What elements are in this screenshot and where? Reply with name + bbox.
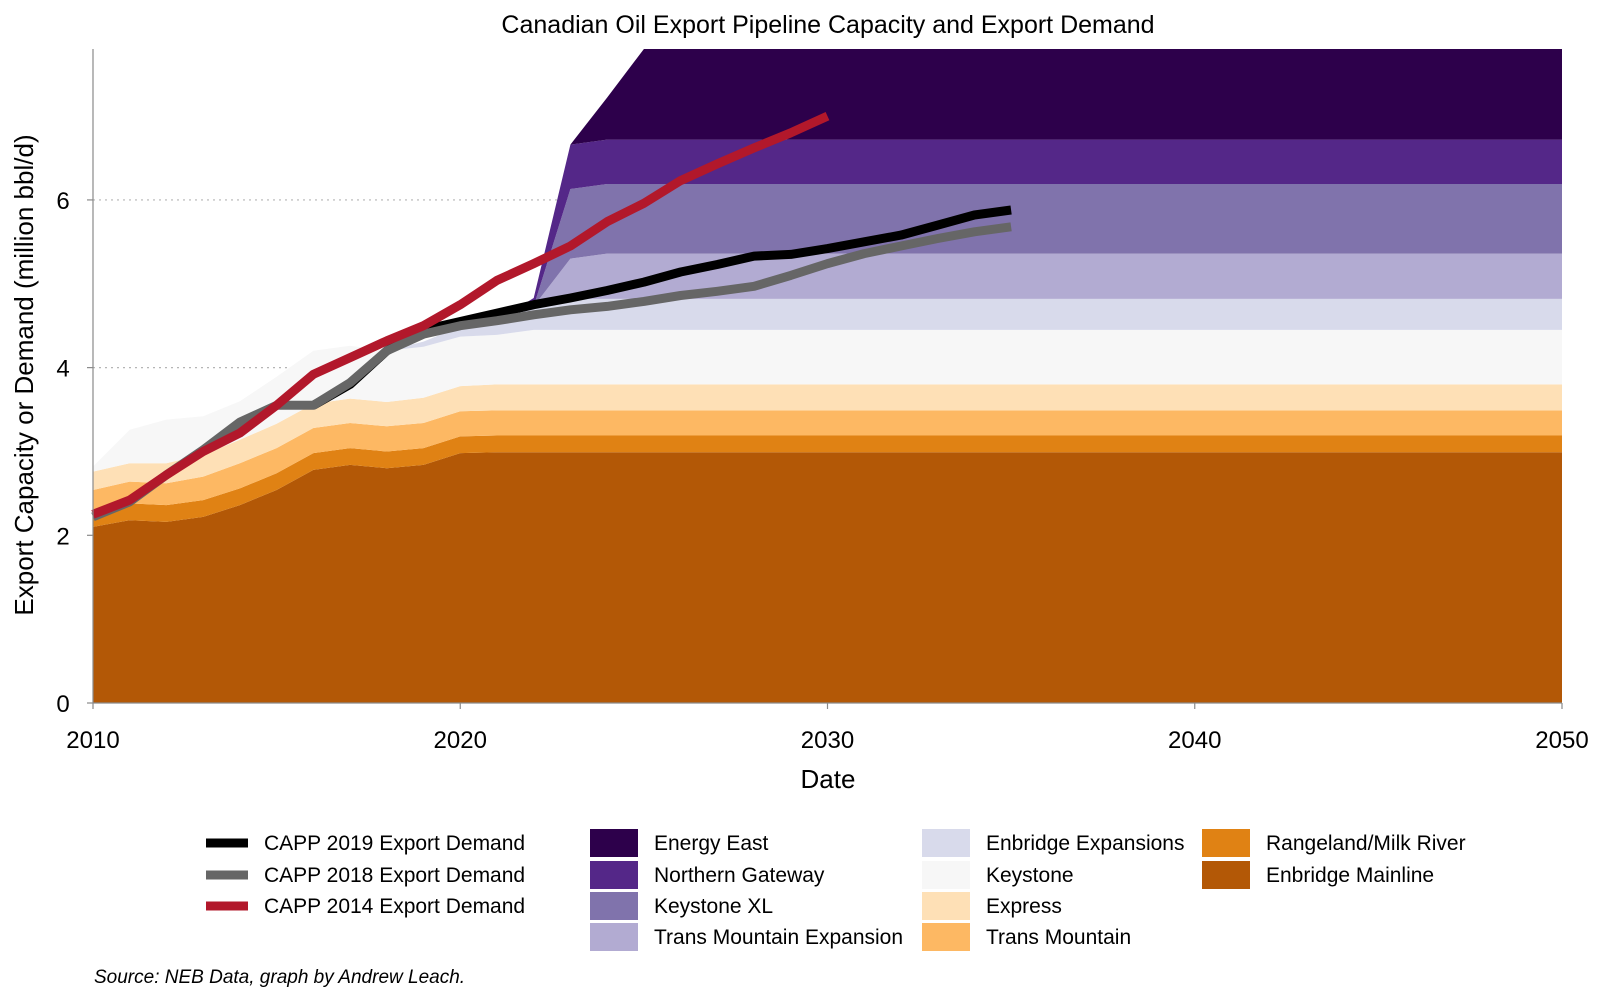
x-axis-title: Date [801, 764, 856, 794]
legend-swatch-express [922, 892, 970, 920]
axes: 2010 2020 2030 2040 2050 0 2 4 6 [56, 49, 1589, 754]
y-tick-label-6: 6 [56, 188, 69, 215]
legend-label-capp-2014-export-demand: CAPP 2014 Export Demand [264, 895, 525, 918]
y-tick-label-2: 2 [56, 523, 69, 550]
legend-label-northern-gateway: Northern Gateway [654, 864, 825, 887]
legend-swatch-keystone-xl [590, 892, 638, 920]
legend-label-express: Express [986, 895, 1062, 918]
area-energy-east [93, 49, 1562, 467]
area-trans-mountain [93, 410, 1562, 511]
legend-label-trans-mountain-expansion: Trans Mountain Expansion [654, 926, 903, 949]
area-keystone-xl [93, 184, 1562, 467]
legend-swatch-energy-east [590, 829, 638, 857]
area-northern-gateway [93, 139, 1562, 467]
legend-swatch-keystone [922, 861, 970, 889]
y-tick-label-0: 0 [56, 691, 69, 718]
source-note: Source: NEB Data, graph by Andrew Leach. [94, 967, 465, 988]
area-enbridge-mainline [93, 452, 1562, 703]
legend-label-enbridge-expansions: Enbridge Expansions [986, 832, 1184, 855]
legend-label-trans-mountain: Trans Mountain [986, 926, 1131, 949]
x-tick-label-2050: 2050 [1535, 727, 1588, 754]
area-express [93, 384, 1562, 490]
y-tick-label-4: 4 [56, 356, 69, 383]
legend-swatch-rangeland-milk-river [1202, 829, 1250, 857]
legend-swatch-enbridge-mainline [1202, 861, 1250, 889]
legend-label-enbridge-mainline: Enbridge Mainline [1266, 864, 1434, 887]
legend-label-keystone-xl: Keystone XL [654, 895, 773, 918]
legend-swatch-trans-mountain [922, 923, 970, 951]
area-rangeland-milk-river [93, 435, 1562, 527]
area-enbridge-expansions [93, 298, 1562, 467]
legend-swatch-trans-mountain-expansion [590, 923, 638, 951]
demand-lines [91, 112, 1012, 522]
legend-label-rangeland-milk-river: Rangeland/Milk River [1266, 832, 1466, 855]
x-tick-label-2030: 2030 [801, 727, 854, 754]
legend-label-energy-east: Energy East [654, 832, 769, 855]
capacity-areas [93, 49, 1562, 703]
legend-label-capp-2018-export-demand: CAPP 2018 Export Demand [264, 864, 525, 887]
y-axis-title: Export Capacity or Demand (million bbl/d… [9, 134, 39, 615]
x-tick-label-2040: 2040 [1168, 727, 1221, 754]
line-capp-2018-export-demand [91, 222, 1012, 522]
line-capp-2014-export-demand [91, 112, 830, 519]
area-keystone [93, 329, 1562, 472]
legend-swatch-enbridge-expansions [922, 829, 970, 857]
area-trans-mountain-expansion [93, 253, 1562, 467]
legend-label-capp-2019-export-demand: CAPP 2019 Export Demand [264, 832, 525, 855]
x-tick-label-2020: 2020 [434, 727, 487, 754]
legend-label-keystone: Keystone [986, 864, 1074, 887]
x-tick-label-2010: 2010 [66, 727, 119, 754]
chart-title: Canadian Oil Export Pipeline Capacity an… [501, 11, 1154, 39]
legend-swatch-northern-gateway [590, 861, 638, 889]
legend: CAPP 2019 Export Demand CAPP 2018 Export … [206, 829, 1466, 951]
